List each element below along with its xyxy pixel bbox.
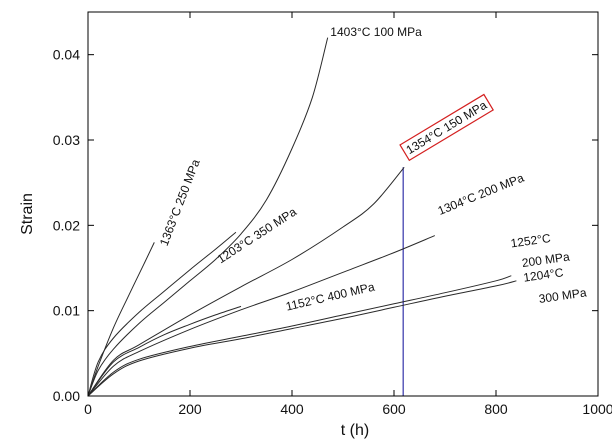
curve-label-group: 200 MPa [521, 249, 571, 270]
x-tick-label: 600 [382, 401, 406, 417]
curve-label-group: 1363°C 250 MPa [157, 157, 203, 248]
curve-label: 300 MPa [538, 285, 588, 306]
y-tick-label: 0.03 [53, 132, 80, 148]
x-axis-title: t (h) [341, 422, 369, 439]
x-tick-label: 0 [84, 401, 92, 417]
series-line-6 [87, 275, 512, 397]
curve-label: 1403°C 100 MPa [330, 25, 422, 39]
highlight-box [399, 93, 495, 162]
series-line-5 [87, 305, 242, 397]
curve-label-group: 1403°C 100 MPa [330, 25, 422, 39]
curve-label: 200 MPa [521, 249, 571, 270]
series-line-0 [87, 242, 155, 397]
curve-label-group: 1204°C [522, 265, 564, 284]
series-line-3 [87, 166, 405, 397]
x-tick-label: 200 [178, 401, 202, 417]
series-line-2 [87, 231, 237, 397]
x-tick-label: 1000 [582, 401, 612, 417]
curve-label-group: 1252°C [510, 231, 552, 250]
y-tick-label: 0.04 [53, 47, 80, 63]
curve-label: 1252°C [510, 231, 552, 250]
curve-label-group: 1152°C 400 MPa [284, 280, 376, 314]
series-line-4 [87, 235, 435, 397]
y-tick-label: 0.01 [53, 303, 80, 319]
curve-label: 1354°C 150 MPa [404, 98, 490, 157]
curve-label-group: 1354°C 150 MPa [399, 93, 495, 162]
curve-label: 1304°C 200 MPa [436, 170, 526, 217]
curve-label: 1363°C 250 MPa [157, 157, 203, 248]
x-tick-label: 800 [484, 401, 508, 417]
curve-label: 1204°C [522, 265, 564, 284]
plot-frame [87, 11, 599, 397]
x-tick-label: 400 [280, 401, 304, 417]
curve-label: 1152°C 400 MPa [284, 280, 376, 314]
series-line-7 [87, 280, 517, 397]
series-line-1 [87, 37, 329, 397]
curve-label-group: 1304°C 200 MPa [436, 170, 526, 217]
y-tick-label: 0.00 [53, 388, 80, 404]
curve-label-group: 300 MPa [538, 285, 588, 306]
y-axis-title: Strain [19, 193, 36, 235]
y-tick-label: 0.02 [53, 217, 80, 233]
